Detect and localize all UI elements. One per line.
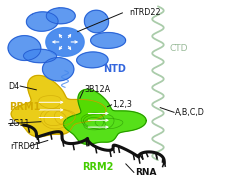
Polygon shape	[64, 89, 146, 144]
Text: nTRD22: nTRD22	[129, 8, 161, 17]
Text: 2G11: 2G11	[9, 119, 30, 128]
Polygon shape	[46, 8, 75, 24]
Text: A,B,C,D: A,B,C,D	[175, 108, 205, 117]
Text: NTD: NTD	[103, 64, 126, 74]
Polygon shape	[8, 36, 41, 60]
Polygon shape	[84, 10, 109, 33]
Text: RRM2: RRM2	[82, 162, 114, 172]
Polygon shape	[91, 33, 126, 48]
Text: D4: D4	[9, 82, 20, 91]
Polygon shape	[11, 75, 106, 137]
Text: rTRD01: rTRD01	[10, 142, 40, 151]
Polygon shape	[46, 28, 84, 56]
Text: 1,2,3: 1,2,3	[112, 100, 132, 109]
Text: RNA: RNA	[135, 168, 157, 177]
Text: 3B12A: 3B12A	[85, 85, 111, 94]
Text: CTD: CTD	[170, 44, 188, 53]
Polygon shape	[24, 49, 57, 63]
Text: RRM1: RRM1	[9, 102, 40, 112]
Polygon shape	[77, 52, 108, 68]
Polygon shape	[43, 58, 74, 81]
Polygon shape	[26, 12, 58, 31]
